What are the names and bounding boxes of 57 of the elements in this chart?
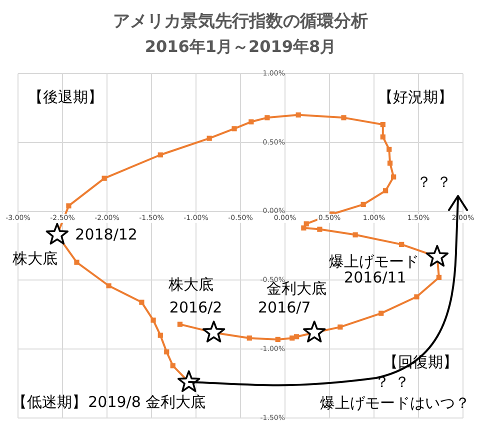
chart-title: アメリカ景気先行指数の循環分析 xyxy=(113,12,368,32)
chart-subtitle: 2016年1月～2019年8月 xyxy=(144,37,336,56)
point xyxy=(294,334,300,340)
annotation: 株大底 xyxy=(167,275,214,294)
point xyxy=(290,336,295,341)
annotation: 【低迷期】 xyxy=(12,392,87,411)
point xyxy=(275,336,280,342)
point xyxy=(66,203,72,208)
annotation: 2016/7 xyxy=(258,298,311,316)
point xyxy=(158,332,163,338)
point xyxy=(158,152,163,158)
point xyxy=(380,122,386,128)
annotation: 爆上げモード xyxy=(329,252,420,271)
point xyxy=(232,126,237,132)
point xyxy=(303,320,326,342)
point xyxy=(177,322,183,327)
point xyxy=(46,222,69,245)
point xyxy=(150,318,156,323)
point xyxy=(391,174,396,180)
point xyxy=(102,176,107,181)
point xyxy=(178,370,200,392)
point xyxy=(436,274,442,280)
point xyxy=(317,226,322,232)
point xyxy=(338,324,343,330)
point xyxy=(246,336,252,341)
annotation: 【好況期】 xyxy=(378,88,453,106)
point xyxy=(264,115,270,120)
point xyxy=(170,363,176,368)
point xyxy=(352,232,358,238)
point xyxy=(304,221,309,226)
annotation: 株大底 xyxy=(12,250,58,268)
point xyxy=(341,115,346,120)
annotation: 2016/11 xyxy=(344,268,406,287)
annotation: 2016/2 xyxy=(169,298,222,316)
point xyxy=(139,300,144,305)
point xyxy=(387,160,393,166)
point xyxy=(386,146,392,152)
annotation: 爆上げモードはいつ？ xyxy=(320,394,470,412)
point xyxy=(426,244,449,267)
point xyxy=(206,136,212,141)
point xyxy=(164,349,170,354)
point xyxy=(74,260,80,265)
point xyxy=(378,310,384,316)
point xyxy=(380,134,386,140)
point xyxy=(248,119,254,124)
annotation: 2019/8 金利大底 xyxy=(88,393,206,412)
point xyxy=(301,225,306,230)
point xyxy=(360,202,366,208)
annotation: 【後退期】 xyxy=(28,88,103,106)
point xyxy=(414,294,420,300)
point xyxy=(202,320,226,342)
point xyxy=(106,283,112,288)
point xyxy=(399,242,404,247)
annotation: 2018/12 xyxy=(75,226,138,244)
annotation: ？ ？ xyxy=(416,172,452,191)
point xyxy=(383,188,388,194)
point xyxy=(296,112,301,118)
